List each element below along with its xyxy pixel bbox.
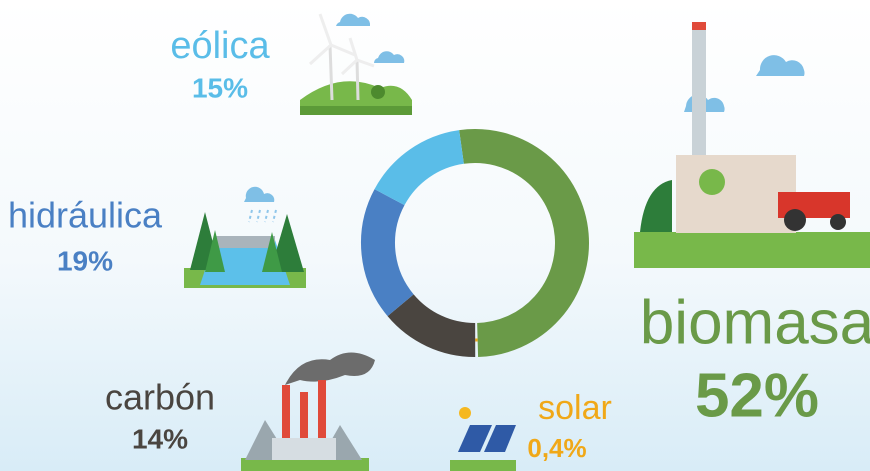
value-label: 52% (695, 361, 819, 430)
category-label: biomasa (640, 288, 870, 357)
value-label: 14% (132, 423, 188, 454)
category-label: eólica (170, 25, 270, 67)
value-label: 19% (57, 245, 113, 276)
page: biomasa52% solar 0,4% carbón 14% hidráulica 19… (0, 0, 870, 471)
category-label: hidráulica (8, 195, 163, 236)
category-label: carbón (105, 377, 215, 418)
infographic: biomasa52% solar 0,4% carbón 14% hidráulica 19… (0, 0, 870, 471)
value-label: 0,4% (527, 433, 586, 463)
value-label: 15% (192, 72, 248, 103)
category-label: solar (538, 389, 612, 427)
